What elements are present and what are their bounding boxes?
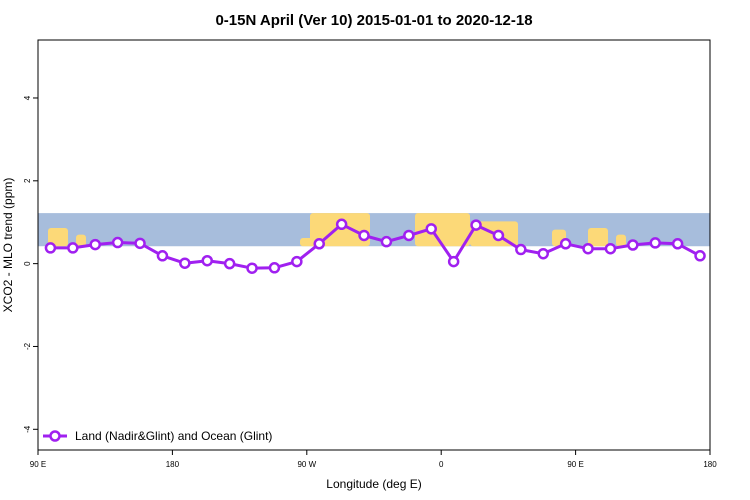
- data-point: [470, 219, 482, 231]
- x-tick-label: 180: [166, 460, 180, 469]
- y-tick-label: -2: [23, 342, 32, 350]
- data-point: [582, 242, 594, 255]
- data-point: [425, 223, 437, 235]
- map-land-7: [588, 228, 608, 247]
- data-point: [492, 229, 505, 242]
- legend-marker-swatch: [49, 430, 61, 442]
- data-point: [223, 257, 236, 270]
- data-point: [694, 250, 706, 262]
- data-point: [156, 250, 169, 262]
- data-point: [67, 242, 79, 254]
- data-point: [671, 238, 684, 250]
- data-point: [380, 235, 393, 248]
- data-point: [134, 237, 146, 250]
- data-point: [246, 262, 258, 274]
- x-axis: 90 E 180 90 W 0 90 E 180: [30, 450, 717, 469]
- y-axis-label: XCO2 - MLO trend (ppm): [1, 178, 15, 313]
- x-tick-label: 90 E: [30, 460, 46, 469]
- x-tick-label: 90 W: [297, 460, 316, 469]
- y-tick-label: 0: [23, 261, 32, 266]
- map-land-0: [48, 228, 68, 247]
- y-tick-label: 2: [23, 178, 32, 183]
- series-layer: [44, 218, 706, 274]
- data-point: [403, 229, 415, 242]
- x-axis-label: Longitude (deg E): [326, 477, 421, 491]
- chart-title: 0-15N April (Ver 10) 2015-01-01 to 2020-…: [215, 12, 532, 29]
- data-point: [358, 229, 370, 242]
- data-point: [44, 242, 57, 254]
- data-point: [89, 238, 101, 251]
- map-band: [38, 213, 710, 247]
- data-point: [604, 242, 617, 255]
- data-point: [335, 218, 348, 231]
- data-point: [559, 238, 572, 250]
- y-tick-label: -4: [23, 425, 32, 433]
- y-tick-label: 4: [23, 95, 32, 100]
- map-land-1: [76, 234, 86, 247]
- data-point: [179, 257, 191, 269]
- map-land-8: [616, 234, 626, 247]
- data-point: [515, 243, 527, 256]
- data-point: [201, 254, 213, 267]
- data-point: [111, 236, 124, 249]
- data-point: [291, 255, 303, 268]
- data-point: [649, 237, 661, 249]
- data-point: [447, 255, 460, 268]
- plot-frame: [37, 39, 711, 451]
- x-tick-label: 90 E: [567, 460, 583, 469]
- x-tick-label: 180: [703, 460, 717, 469]
- data-point: [313, 238, 325, 250]
- legend: Land (Nadir&Glint) and Ocean (Glint): [43, 429, 272, 443]
- x-tick-label: 0: [439, 460, 444, 469]
- data-point: [537, 247, 549, 260]
- map-land-4: [415, 213, 470, 247]
- y-axis: -4 -2 0 2 4: [23, 95, 38, 433]
- data-point: [627, 239, 639, 251]
- data-point: [268, 262, 281, 274]
- legend-label: Land (Nadir&Glint) and Ocean (Glint): [75, 429, 272, 443]
